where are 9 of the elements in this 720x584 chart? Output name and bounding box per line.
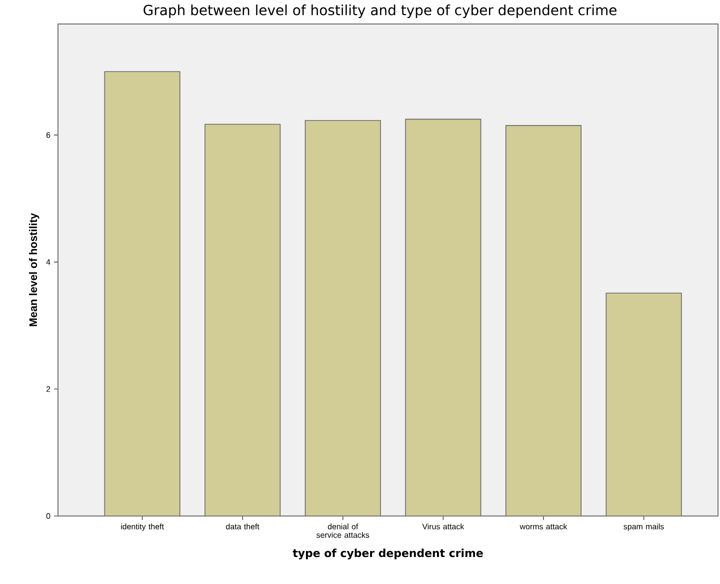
bar	[405, 118, 482, 516]
bar	[304, 120, 381, 516]
chart-title: Graph between level of hostility and type of cyber dependent crime	[144, 4, 616, 18]
bar	[505, 125, 582, 516]
bar	[104, 71, 180, 516]
x-axis-title: type of cyber dependent crime	[292, 548, 483, 560]
bar	[204, 124, 281, 516]
y-axis-title: Mean level of hostility	[29, 213, 40, 326]
bar	[606, 292, 682, 516]
